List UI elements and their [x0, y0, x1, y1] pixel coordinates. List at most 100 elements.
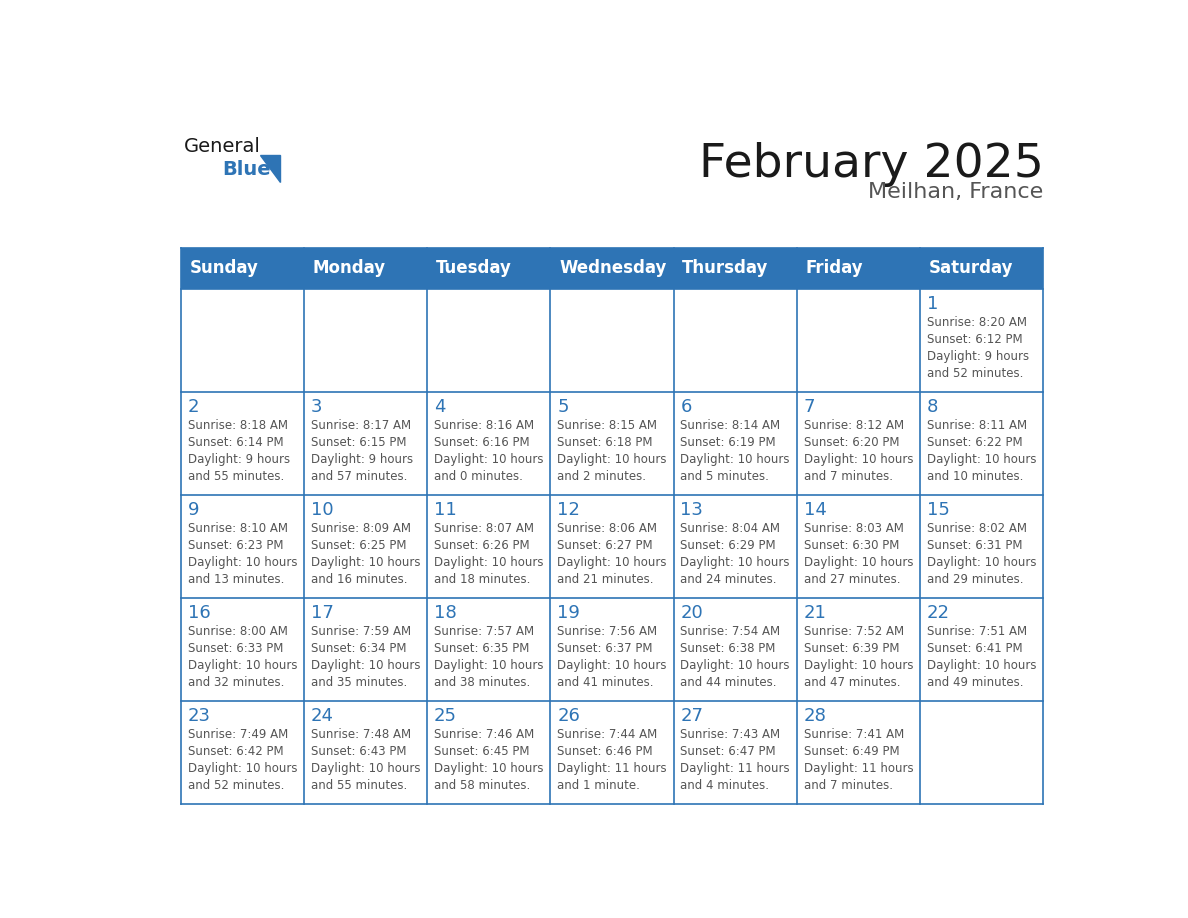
Text: Sunrise: 8:18 AM: Sunrise: 8:18 AM	[188, 419, 287, 431]
Text: Sunrise: 7:49 AM: Sunrise: 7:49 AM	[188, 728, 287, 741]
Text: and 7 minutes.: and 7 minutes.	[804, 470, 892, 483]
Text: Daylight: 10 hours: Daylight: 10 hours	[188, 659, 297, 672]
Text: and 2 minutes.: and 2 minutes.	[557, 470, 646, 483]
Text: Sunrise: 7:43 AM: Sunrise: 7:43 AM	[681, 728, 781, 741]
Bar	[428, 599, 550, 701]
Bar	[674, 248, 797, 289]
Bar	[550, 599, 674, 701]
Text: Sunset: 6:16 PM: Sunset: 6:16 PM	[434, 436, 530, 449]
Text: Daylight: 9 hours: Daylight: 9 hours	[188, 453, 290, 465]
Text: Sunset: 6:34 PM: Sunset: 6:34 PM	[311, 642, 406, 655]
Text: February 2025: February 2025	[699, 142, 1043, 187]
Text: Sunday: Sunday	[189, 260, 258, 277]
Text: Daylight: 10 hours: Daylight: 10 hours	[557, 453, 666, 465]
Polygon shape	[260, 155, 280, 183]
Text: and 47 minutes.: and 47 minutes.	[804, 676, 901, 689]
Text: Daylight: 10 hours: Daylight: 10 hours	[311, 762, 421, 775]
Bar	[428, 289, 550, 392]
Text: Sunrise: 8:09 AM: Sunrise: 8:09 AM	[311, 522, 411, 535]
Text: Sunset: 6:38 PM: Sunset: 6:38 PM	[681, 642, 776, 655]
Text: Sunrise: 8:06 AM: Sunrise: 8:06 AM	[557, 522, 657, 535]
Text: Sunrise: 7:44 AM: Sunrise: 7:44 AM	[557, 728, 657, 741]
Text: 6: 6	[681, 398, 691, 416]
Text: Meilhan, France: Meilhan, France	[868, 183, 1043, 202]
Text: Sunset: 6:43 PM: Sunset: 6:43 PM	[311, 745, 406, 758]
Bar	[674, 495, 797, 599]
Text: Sunrise: 8:02 AM: Sunrise: 8:02 AM	[927, 522, 1026, 535]
Text: Sunset: 6:23 PM: Sunset: 6:23 PM	[188, 539, 283, 552]
Text: Daylight: 10 hours: Daylight: 10 hours	[681, 659, 790, 672]
Text: Daylight: 10 hours: Daylight: 10 hours	[434, 762, 543, 775]
Text: Daylight: 10 hours: Daylight: 10 hours	[311, 556, 421, 569]
Text: Daylight: 10 hours: Daylight: 10 hours	[557, 556, 666, 569]
Text: 18: 18	[434, 604, 456, 622]
Text: Daylight: 10 hours: Daylight: 10 hours	[681, 453, 790, 465]
Bar	[550, 495, 674, 599]
Text: 3: 3	[311, 398, 322, 416]
Text: Sunset: 6:19 PM: Sunset: 6:19 PM	[681, 436, 776, 449]
Bar	[674, 599, 797, 701]
Text: 28: 28	[804, 708, 827, 725]
Text: and 16 minutes.: and 16 minutes.	[311, 573, 407, 586]
Text: 25: 25	[434, 708, 457, 725]
Text: and 41 minutes.: and 41 minutes.	[557, 676, 653, 689]
Text: Sunset: 6:42 PM: Sunset: 6:42 PM	[188, 745, 283, 758]
Text: Blue: Blue	[222, 160, 271, 179]
Text: 7: 7	[804, 398, 815, 416]
Text: Sunrise: 8:17 AM: Sunrise: 8:17 AM	[311, 419, 411, 431]
Text: and 38 minutes.: and 38 minutes.	[434, 676, 530, 689]
Text: and 35 minutes.: and 35 minutes.	[311, 676, 407, 689]
Text: Daylight: 9 hours: Daylight: 9 hours	[927, 350, 1029, 363]
Text: 26: 26	[557, 708, 580, 725]
Bar	[921, 599, 1043, 701]
Text: General: General	[183, 137, 260, 156]
Text: Sunset: 6:41 PM: Sunset: 6:41 PM	[927, 642, 1023, 655]
Text: and 1 minute.: and 1 minute.	[557, 779, 640, 792]
Text: and 32 minutes.: and 32 minutes.	[188, 676, 284, 689]
Text: Sunrise: 8:14 AM: Sunrise: 8:14 AM	[681, 419, 781, 431]
Text: Sunrise: 7:52 AM: Sunrise: 7:52 AM	[804, 625, 904, 638]
Text: Sunrise: 7:59 AM: Sunrise: 7:59 AM	[311, 625, 411, 638]
Text: Sunrise: 8:04 AM: Sunrise: 8:04 AM	[681, 522, 781, 535]
Text: Daylight: 10 hours: Daylight: 10 hours	[804, 659, 914, 672]
Text: Daylight: 11 hours: Daylight: 11 hours	[681, 762, 790, 775]
Bar	[797, 392, 921, 495]
Text: 23: 23	[188, 708, 210, 725]
Text: Daylight: 10 hours: Daylight: 10 hours	[927, 453, 1036, 465]
Text: Monday: Monday	[312, 260, 386, 277]
Text: and 21 minutes.: and 21 minutes.	[557, 573, 653, 586]
Text: Saturday: Saturday	[929, 260, 1013, 277]
Text: Sunrise: 8:20 AM: Sunrise: 8:20 AM	[927, 316, 1026, 329]
Text: and 55 minutes.: and 55 minutes.	[188, 470, 284, 483]
Text: and 57 minutes.: and 57 minutes.	[311, 470, 407, 483]
Bar	[304, 701, 428, 804]
Text: Sunset: 6:20 PM: Sunset: 6:20 PM	[804, 436, 899, 449]
Text: Thursday: Thursday	[682, 260, 769, 277]
Text: Daylight: 10 hours: Daylight: 10 hours	[557, 659, 666, 672]
Text: 19: 19	[557, 604, 580, 622]
Text: 16: 16	[188, 604, 210, 622]
Bar	[550, 289, 674, 392]
Text: 10: 10	[311, 501, 334, 520]
Text: Sunset: 6:18 PM: Sunset: 6:18 PM	[557, 436, 652, 449]
Text: Sunrise: 7:48 AM: Sunrise: 7:48 AM	[311, 728, 411, 741]
Text: Sunrise: 7:54 AM: Sunrise: 7:54 AM	[681, 625, 781, 638]
Text: Sunrise: 8:10 AM: Sunrise: 8:10 AM	[188, 522, 287, 535]
Text: and 7 minutes.: and 7 minutes.	[804, 779, 892, 792]
Bar	[550, 392, 674, 495]
Bar	[181, 495, 304, 599]
Text: and 55 minutes.: and 55 minutes.	[311, 779, 407, 792]
Bar	[428, 495, 550, 599]
Text: 17: 17	[311, 604, 334, 622]
Text: Sunset: 6:46 PM: Sunset: 6:46 PM	[557, 745, 653, 758]
Text: Tuesday: Tuesday	[436, 260, 512, 277]
Text: Sunrise: 8:00 AM: Sunrise: 8:00 AM	[188, 625, 287, 638]
Bar	[181, 701, 304, 804]
Bar	[428, 701, 550, 804]
Bar	[428, 392, 550, 495]
Text: Daylight: 10 hours: Daylight: 10 hours	[311, 659, 421, 672]
Text: Daylight: 9 hours: Daylight: 9 hours	[311, 453, 413, 465]
Bar	[304, 289, 428, 392]
Text: Sunrise: 8:03 AM: Sunrise: 8:03 AM	[804, 522, 904, 535]
Text: Sunset: 6:31 PM: Sunset: 6:31 PM	[927, 539, 1023, 552]
